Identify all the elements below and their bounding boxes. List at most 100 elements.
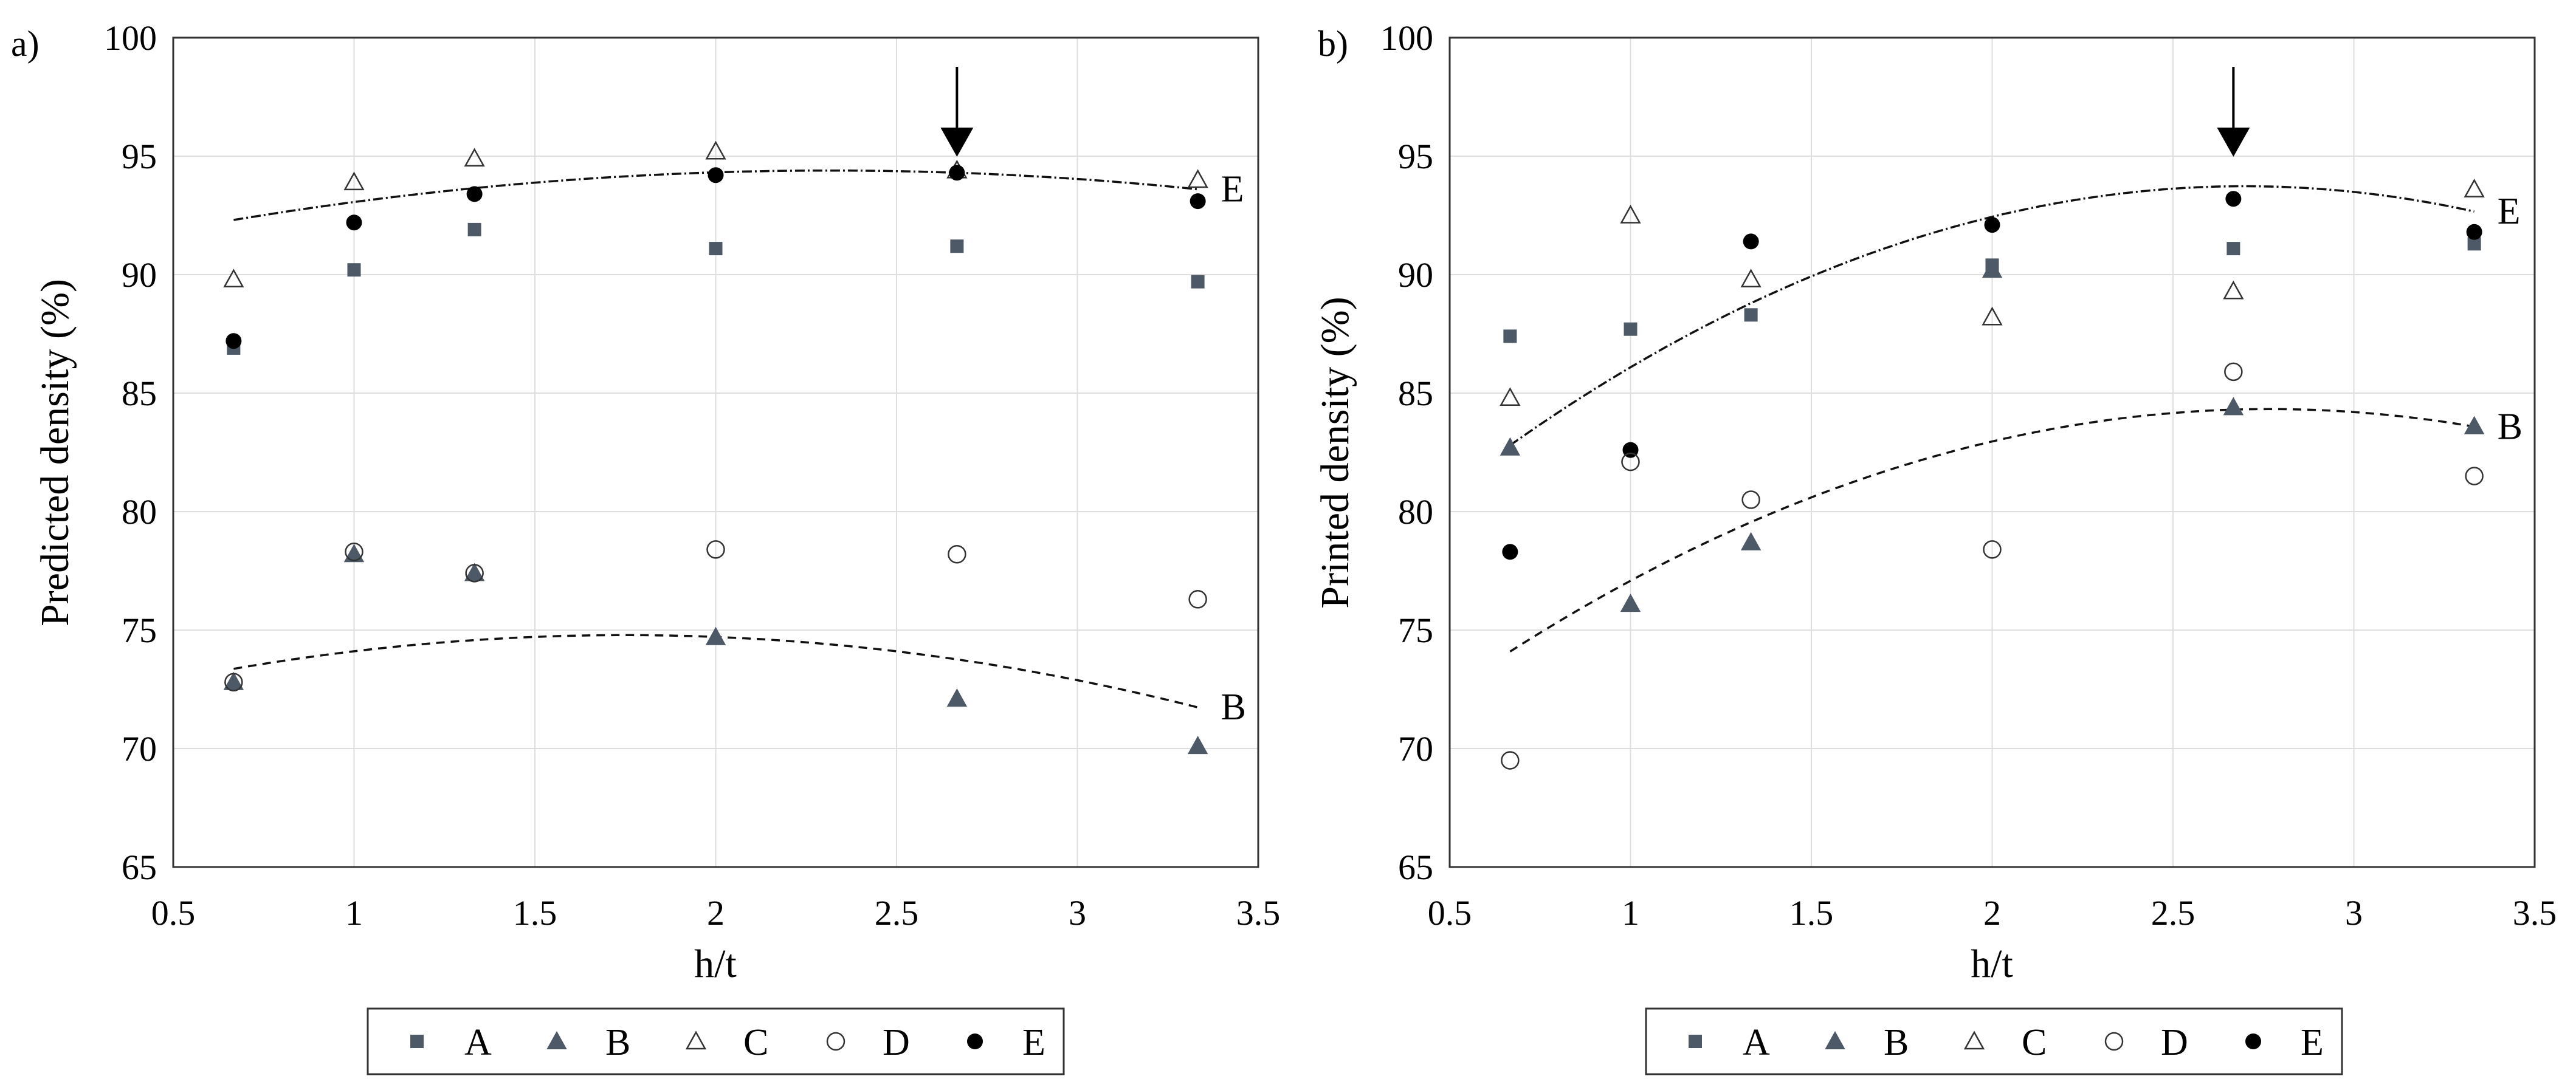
marker-b <box>705 626 726 645</box>
gridlines <box>173 37 1259 868</box>
marker-d <box>2465 467 2484 485</box>
marker-c <box>464 148 485 167</box>
marker-c <box>1187 169 1208 188</box>
marker-b <box>1500 437 1521 456</box>
y-axis-title: Printed density (%) <box>1313 296 1357 608</box>
filled-triangle-icon <box>546 1030 567 1049</box>
filled-circle-icon <box>967 1033 983 1049</box>
marker-e <box>1190 193 1206 210</box>
y-tick-label: 70 <box>1398 729 1433 769</box>
marker-e <box>2466 224 2482 240</box>
x-tick-label: 3 <box>1069 893 1086 933</box>
arrow-down-icon <box>2217 67 2250 157</box>
y-tick-label: 80 <box>122 492 157 532</box>
marker-e <box>466 186 483 202</box>
marker-d <box>1501 751 1520 770</box>
fit-curves <box>1509 185 2474 653</box>
x-axis-title: h/t <box>694 942 737 986</box>
marker-b <box>2464 416 2485 434</box>
y-tick-label: 75 <box>122 611 157 650</box>
marker-b <box>2223 397 2244 416</box>
marker-b <box>1187 736 1208 755</box>
legend-entry-e: E <box>2245 1022 2324 1063</box>
marker-c <box>705 140 726 160</box>
marker-c <box>1982 306 2003 326</box>
panel-label: a) <box>11 24 40 64</box>
legend-entry-d: D <box>2104 1022 2188 1063</box>
legend-label: D <box>883 1022 910 1063</box>
marker-a <box>950 239 964 253</box>
marker-d <box>1621 452 1640 471</box>
panel-a: a) 0.5 1 1.5 2 2.5 3 3.5 65 70 75 80 85 … <box>11 18 1280 986</box>
filled-square-icon <box>1689 1035 1702 1048</box>
data-markers <box>223 140 1208 755</box>
fit-label-e: E <box>1221 168 1244 210</box>
marker-a <box>1503 329 1517 343</box>
y-tick-labels: 65 70 75 80 85 90 95 100 <box>1380 18 1433 887</box>
legend-marker <box>967 1033 983 1049</box>
x-tick-label: 3.5 <box>1236 893 1281 933</box>
y-tick-label: 100 <box>1380 18 1433 58</box>
x-tick-label: 0.5 <box>151 893 196 933</box>
x-tick-label: 0.5 <box>1428 893 1472 933</box>
marker-e <box>226 333 242 349</box>
legend-marker <box>1689 1035 1702 1048</box>
marker-a <box>1191 275 1205 289</box>
marker-a <box>347 263 361 277</box>
marker-c <box>1740 269 1762 288</box>
marker-c <box>223 269 244 288</box>
annotations: E B <box>2217 67 2523 447</box>
y-tick-label: 65 <box>1398 848 1433 887</box>
y-tick-label: 75 <box>1398 611 1433 650</box>
x-axis-title: h/t <box>1971 942 2013 986</box>
x-tick-label: 2.5 <box>2151 893 2195 933</box>
filled-circle-icon <box>2245 1033 2261 1049</box>
marker-a <box>467 222 481 236</box>
legend-entry-d: D <box>826 1022 910 1063</box>
marker-d <box>948 544 966 564</box>
plot-frame <box>1448 36 2536 868</box>
marker-b <box>946 688 968 707</box>
arrow-down-icon <box>940 67 974 157</box>
marker-e <box>949 165 965 181</box>
legend-frame <box>367 1007 1065 1075</box>
legend-a: A B C D E <box>367 1007 1065 1075</box>
data-markers <box>1500 179 2485 770</box>
x-tick-label: 1.5 <box>513 893 557 933</box>
legend-marker <box>2245 1033 2261 1049</box>
legend-entry-c: C <box>685 1022 768 1063</box>
legend-entry-b: B <box>1825 1022 1909 1063</box>
x-tick-label: 1 <box>1622 893 1639 933</box>
legend-label: B <box>1884 1022 1909 1063</box>
x-tick-labels: 0.5 1 1.5 2 2.5 3 3.5 <box>1428 893 2557 933</box>
y-tick-label: 90 <box>1398 255 1433 295</box>
x-tick-label: 1 <box>345 893 363 933</box>
legend-entry-e: E <box>967 1022 1045 1063</box>
y-tick-label: 85 <box>1398 374 1433 413</box>
legend-marker <box>2104 1032 2124 1051</box>
fit-curve-e <box>1509 185 2474 447</box>
filled-triangle-icon <box>1825 1030 1845 1049</box>
marker-e <box>1743 233 1759 250</box>
fit-label-b: B <box>2498 406 2523 447</box>
marker-e <box>1984 217 2000 233</box>
y-tick-label: 70 <box>122 729 157 769</box>
marker-c <box>1500 387 1521 406</box>
panel-b: b) 0.5 1 1.5 2 2.5 3 3.5 65 70 75 80 85 … <box>1313 18 2557 986</box>
marker-d <box>1188 590 1207 609</box>
legend-label: B <box>605 1022 630 1063</box>
marker-a <box>709 242 723 256</box>
legend-entry-a: A <box>410 1022 492 1063</box>
legend-entry-c: C <box>1963 1022 2047 1063</box>
x-tick-label: 2 <box>707 893 725 933</box>
plot-frame <box>172 36 1259 868</box>
legend-marker <box>1825 1030 1845 1049</box>
fit-label-b: B <box>1221 687 1246 728</box>
marker-b <box>223 671 244 690</box>
marker-d <box>224 673 243 692</box>
fit-label-e: E <box>2498 191 2521 232</box>
marker-a <box>1624 322 1638 336</box>
marker-c <box>1620 204 1641 224</box>
marker-a <box>2467 237 2481 251</box>
x-tick-label: 3 <box>2345 893 2363 933</box>
